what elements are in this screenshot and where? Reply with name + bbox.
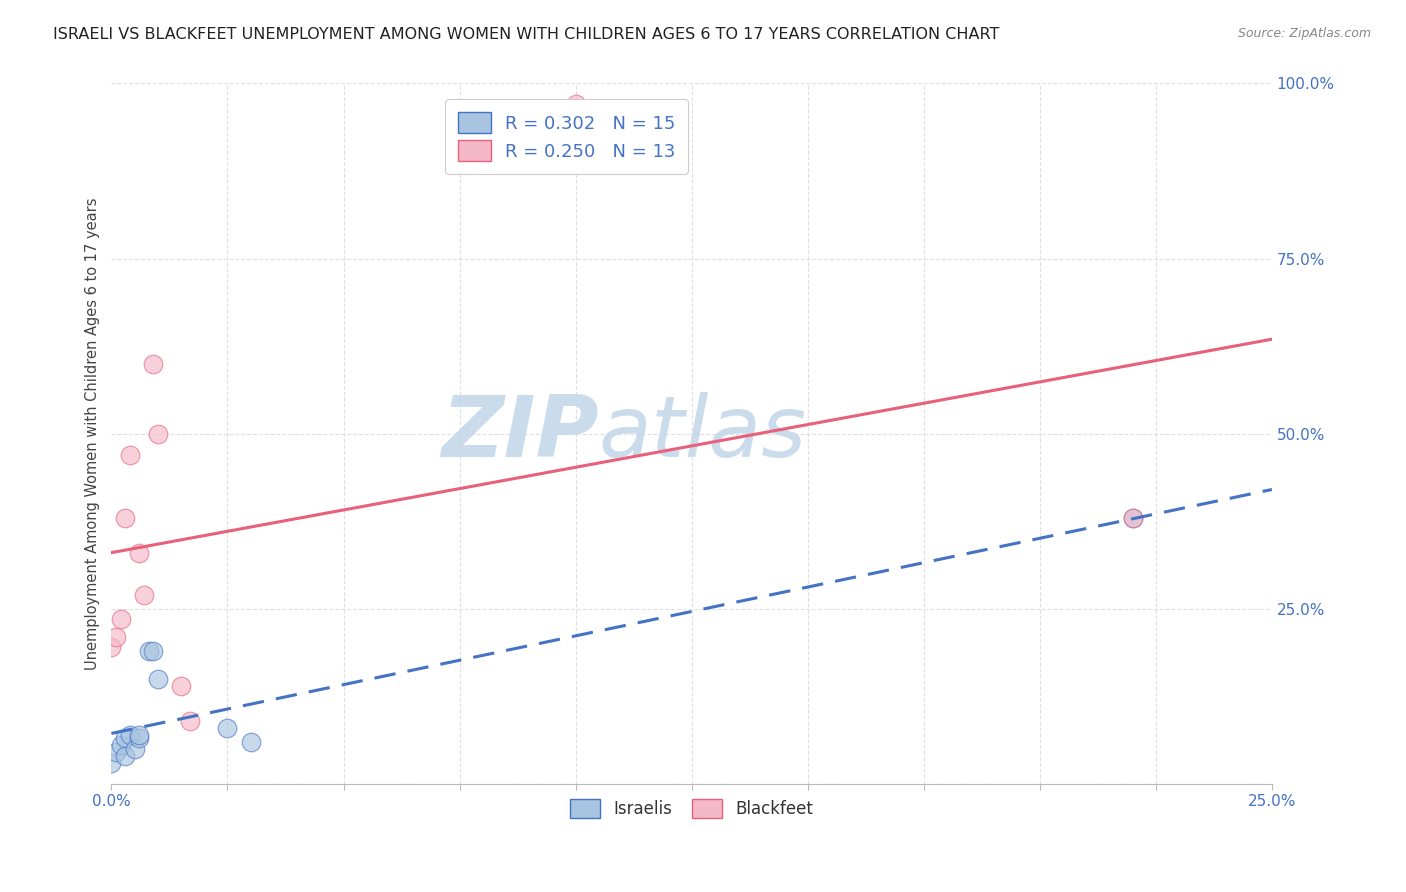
Point — [142, 357, 165, 371]
Y-axis label: Unemployment Among Women with Children Ages 6 to 17 years: Unemployment Among Women with Children A… — [86, 197, 100, 670]
Point — [114, 510, 136, 524]
Point — [1122, 510, 1144, 524]
Point — [118, 728, 141, 742]
Point — [132, 588, 155, 602]
Text: atlas: atlas — [599, 392, 807, 475]
Point — [124, 741, 146, 756]
Point — [128, 728, 150, 742]
Point — [142, 643, 165, 657]
Point — [128, 546, 150, 560]
Point — [146, 672, 169, 686]
Point — [179, 714, 201, 728]
Point — [217, 721, 239, 735]
Point — [110, 738, 132, 752]
Point — [105, 745, 128, 759]
Point — [146, 426, 169, 441]
Point — [100, 640, 122, 655]
Point — [114, 731, 136, 746]
Point — [118, 448, 141, 462]
Point — [110, 612, 132, 626]
Point — [138, 643, 160, 657]
Point — [239, 735, 262, 749]
Point — [100, 756, 122, 770]
Point — [114, 748, 136, 763]
Point — [128, 731, 150, 746]
Point — [1122, 510, 1144, 524]
Text: ZIP: ZIP — [441, 392, 599, 475]
Point — [105, 630, 128, 644]
Text: ISRAELI VS BLACKFEET UNEMPLOYMENT AMONG WOMEN WITH CHILDREN AGES 6 TO 17 YEARS C: ISRAELI VS BLACKFEET UNEMPLOYMENT AMONG … — [53, 27, 1000, 42]
Point — [564, 97, 586, 112]
Point — [170, 679, 193, 693]
Legend: Israelis, Blackfeet: Israelis, Blackfeet — [564, 792, 820, 824]
Text: Source: ZipAtlas.com: Source: ZipAtlas.com — [1237, 27, 1371, 40]
